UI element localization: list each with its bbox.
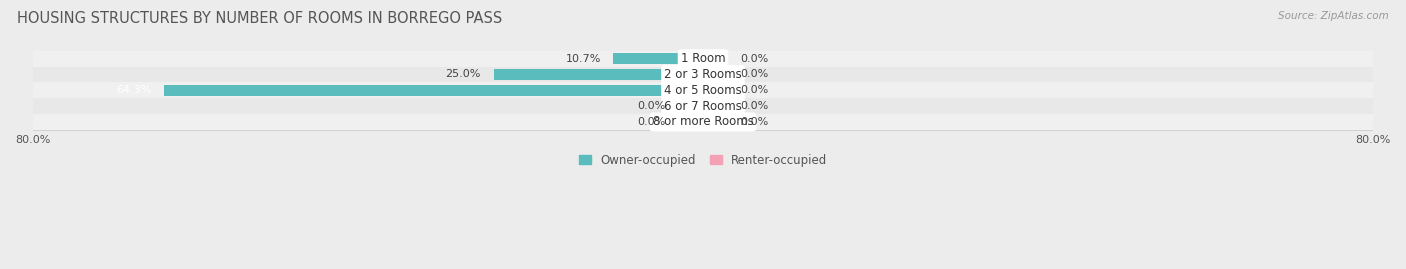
Bar xyxy=(32,114,1374,130)
Bar xyxy=(703,53,728,64)
Bar xyxy=(32,98,1374,114)
Legend: Owner-occupied, Renter-occupied: Owner-occupied, Renter-occupied xyxy=(579,154,827,167)
Text: 2 or 3 Rooms: 2 or 3 Rooms xyxy=(664,68,742,81)
Bar xyxy=(165,85,703,96)
Text: 0.0%: 0.0% xyxy=(741,69,769,80)
Text: 8 or more Rooms: 8 or more Rooms xyxy=(652,115,754,129)
Bar xyxy=(32,51,1374,67)
Text: 0.0%: 0.0% xyxy=(741,117,769,127)
Bar xyxy=(703,69,728,80)
Bar xyxy=(613,53,703,64)
Text: HOUSING STRUCTURES BY NUMBER OF ROOMS IN BORREGO PASS: HOUSING STRUCTURES BY NUMBER OF ROOMS IN… xyxy=(17,11,502,26)
Text: 0.0%: 0.0% xyxy=(741,54,769,64)
Text: 0.0%: 0.0% xyxy=(637,117,665,127)
Bar xyxy=(32,67,1374,82)
Text: 10.7%: 10.7% xyxy=(565,54,600,64)
Bar xyxy=(703,100,728,112)
Text: 0.0%: 0.0% xyxy=(741,101,769,111)
Text: 64.3%: 64.3% xyxy=(117,85,152,95)
Bar xyxy=(703,116,728,128)
Text: 4 or 5 Rooms: 4 or 5 Rooms xyxy=(664,84,742,97)
Text: 0.0%: 0.0% xyxy=(637,101,665,111)
Bar xyxy=(32,82,1374,98)
Text: 0.0%: 0.0% xyxy=(741,85,769,95)
Text: 6 or 7 Rooms: 6 or 7 Rooms xyxy=(664,100,742,113)
Bar xyxy=(494,69,703,80)
Bar xyxy=(678,116,703,128)
Text: 25.0%: 25.0% xyxy=(446,69,481,80)
Text: 1 Room: 1 Room xyxy=(681,52,725,65)
Bar xyxy=(678,100,703,112)
Bar xyxy=(703,85,728,96)
Text: Source: ZipAtlas.com: Source: ZipAtlas.com xyxy=(1278,11,1389,21)
